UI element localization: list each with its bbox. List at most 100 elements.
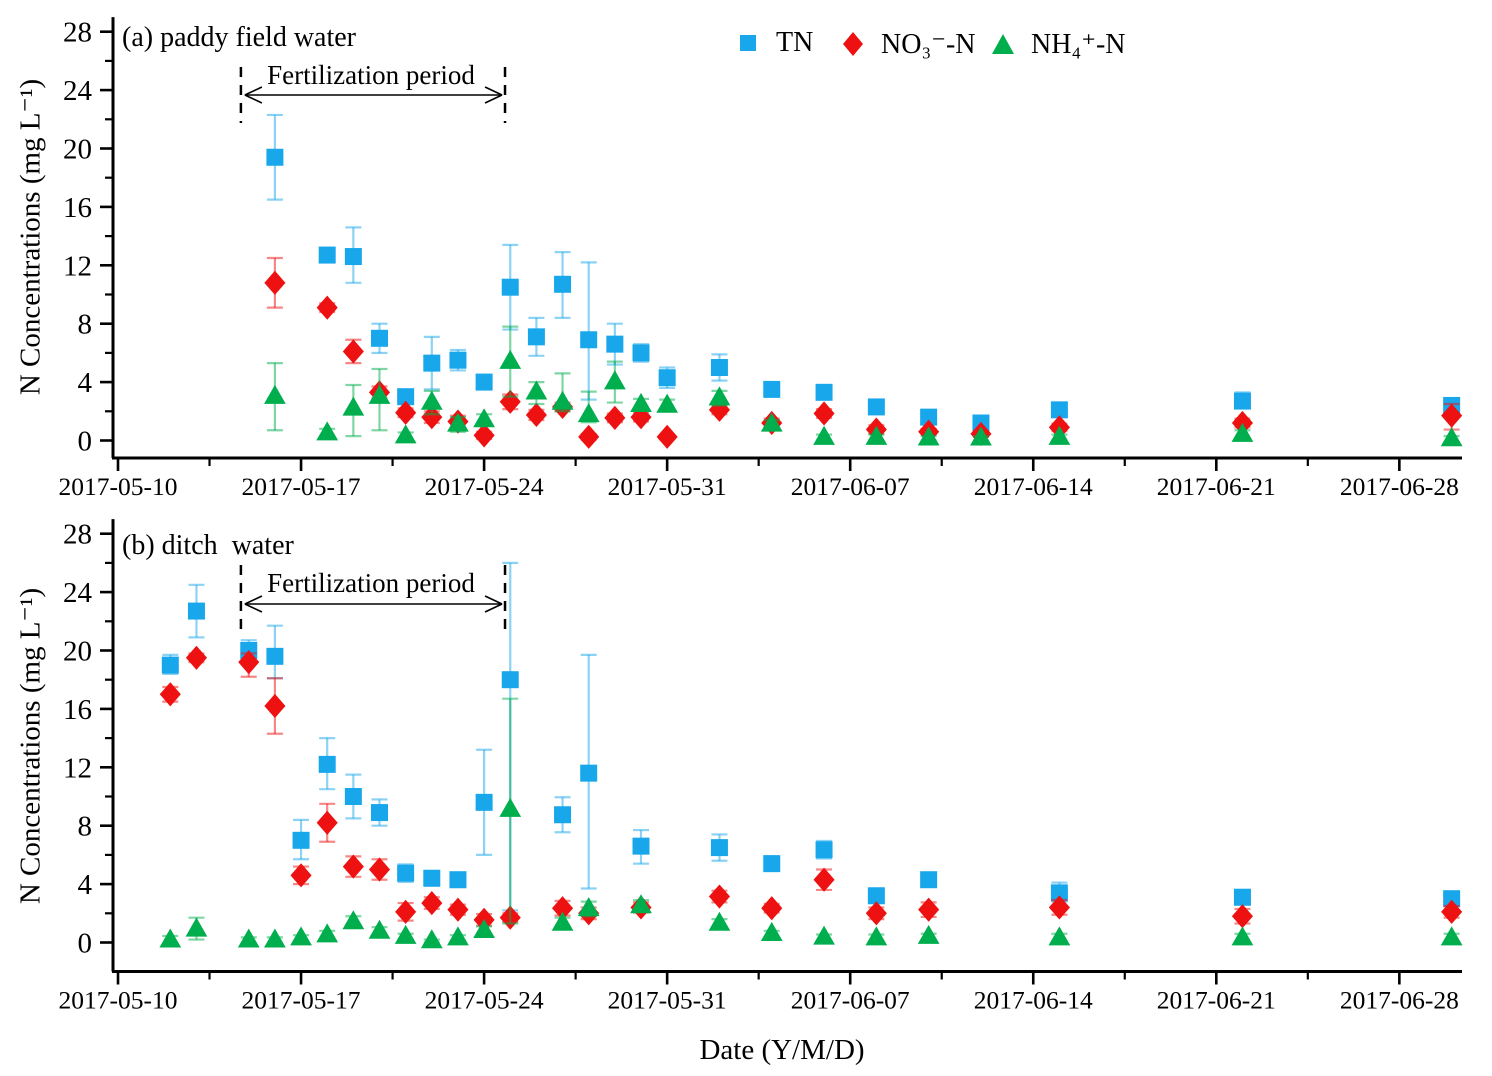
- x-tick-label: 2017-05-17: [242, 472, 361, 501]
- data-point-triangle: [447, 412, 469, 432]
- data-point-triangle: [1048, 926, 1071, 946]
- x-tick-label: 2017-05-24: [425, 472, 544, 501]
- x-tick-label: 2017-05-31: [608, 472, 727, 501]
- data-point-diamond: [604, 405, 626, 430]
- data-point-triangle: [237, 928, 260, 948]
- data-point-triangle: [630, 392, 652, 412]
- data-point-diamond: [813, 401, 835, 426]
- x-tick-label: 2017-06-21: [1157, 986, 1276, 1015]
- data-point-triangle: [316, 421, 339, 441]
- data-point-triangle: [394, 924, 417, 944]
- data-point-diamond: [342, 854, 364, 879]
- data-point-triangle: [473, 408, 495, 428]
- data-point-square: [580, 331, 598, 349]
- data-point-square: [658, 369, 676, 387]
- data-point-diamond: [264, 270, 286, 295]
- data-point-square: [867, 398, 885, 416]
- y-tick-label: 4: [78, 367, 93, 399]
- data-point-diamond: [342, 339, 364, 364]
- data-point-triangle: [760, 412, 783, 432]
- data-point-triangle: [342, 910, 365, 930]
- data-point-square: [318, 755, 336, 773]
- data-point-square: [344, 248, 362, 266]
- data-point-triangle: [394, 424, 417, 444]
- data-point-square: [423, 869, 441, 887]
- data-point-triangle: [708, 911, 731, 931]
- data-point-diamond: [395, 899, 417, 924]
- legend-item: TN: [733, 27, 813, 59]
- data-point-diamond: [1441, 403, 1463, 428]
- data-point-triangle: [813, 425, 835, 445]
- x-tick-label: 2017-06-14: [974, 472, 1093, 501]
- x-tick-label: 2017-05-17: [242, 986, 361, 1015]
- y-tick-label: 8: [78, 309, 93, 341]
- data-point-diamond: [473, 423, 495, 448]
- triangle-marker-icon: [992, 34, 1014, 54]
- data-point-square: [161, 656, 179, 674]
- arrowhead: [484, 603, 503, 613]
- data-point-triangle: [551, 390, 574, 410]
- data-point-triangle: [917, 426, 940, 446]
- data-point-triangle: [290, 926, 312, 946]
- legend-label: TN: [776, 27, 814, 58]
- data-point-diamond: [238, 650, 260, 675]
- arrowhead: [244, 94, 263, 104]
- y-tick-label: 4: [78, 869, 93, 901]
- x-tick-label: 2017-06-28: [1340, 472, 1459, 501]
- arrowhead: [484, 86, 503, 96]
- data-point-triangle: [185, 917, 208, 937]
- data-point-square: [710, 359, 728, 376]
- data-point-diamond: [525, 402, 547, 428]
- panel-b-label: (b) ditch water: [122, 530, 294, 561]
- data-point-diamond: [447, 897, 469, 922]
- data-point-triangle: [865, 425, 888, 445]
- data-point-diamond: [552, 896, 574, 921]
- data-point-triangle: [342, 396, 365, 416]
- data-point-diamond: [708, 884, 730, 909]
- arrowhead: [244, 86, 263, 96]
- data-point-triangle: [656, 393, 679, 413]
- data-point-triangle: [1048, 425, 1071, 445]
- data-point-triangle: [1440, 926, 1463, 946]
- data-point-square: [580, 764, 598, 782]
- data-point-diamond: [865, 901, 887, 926]
- data-point-square: [815, 841, 833, 859]
- x-tick-label: 2017-06-07: [791, 472, 910, 501]
- data-point-square: [1443, 890, 1461, 908]
- data-point-triangle: [499, 797, 522, 817]
- data-point-diamond: [316, 810, 338, 835]
- data-point-square: [371, 804, 388, 822]
- y-tick-label: 20: [63, 134, 92, 166]
- data-point-square: [763, 380, 781, 398]
- data-point-square: [266, 148, 284, 166]
- data-point-diamond: [1441, 899, 1463, 924]
- data-point-triangle: [577, 403, 600, 423]
- data-point-square: [867, 887, 885, 905]
- data-point-triangle: [603, 370, 626, 390]
- data-point-triangle: [917, 924, 940, 944]
- fertilization-annotation-b: Fertilization period: [267, 568, 475, 598]
- arrowhead: [484, 595, 503, 605]
- data-point-square: [920, 408, 938, 426]
- data-point-triangle: [420, 929, 443, 949]
- data-point-triangle: [447, 926, 469, 946]
- data-point-square: [266, 647, 284, 665]
- data-point-square: [501, 278, 519, 296]
- arrowhead: [244, 603, 263, 613]
- x-tick-label: 2017-06-07: [791, 986, 910, 1015]
- y-tick-label: 0: [78, 426, 93, 458]
- data-point-square: [1233, 392, 1251, 410]
- data-point-triangle: [473, 919, 495, 939]
- data-point-triangle: [813, 925, 835, 945]
- data-point-diamond: [1231, 904, 1253, 929]
- y-tick-label: 8: [78, 811, 93, 843]
- data-point-triangle: [970, 426, 992, 446]
- data-point-diamond: [264, 693, 286, 719]
- arrowhead: [484, 94, 503, 104]
- y-tick-label: 0: [78, 928, 93, 960]
- data-point-triangle: [316, 923, 339, 943]
- data-point-triangle: [1440, 427, 1463, 447]
- legend-label: NH₄⁺-N: [1031, 29, 1126, 60]
- data-point-triangle: [760, 921, 783, 941]
